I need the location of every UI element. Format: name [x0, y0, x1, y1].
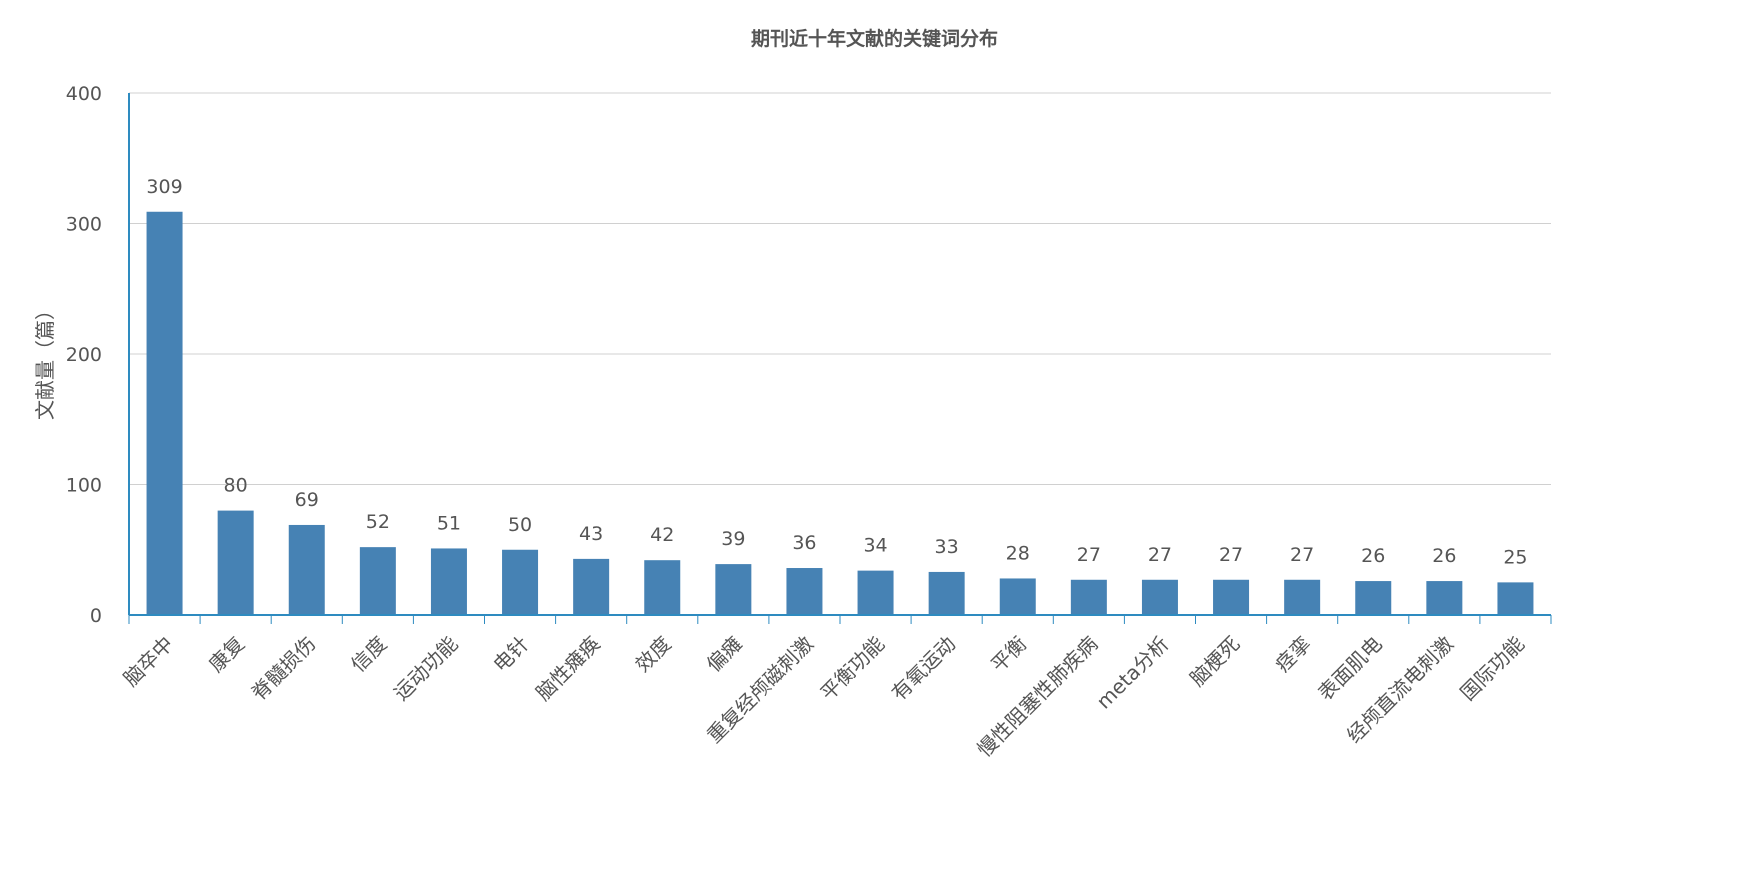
x-tick-label: 信度 [346, 632, 391, 677]
x-tick-label: 脑梗死 [1185, 632, 1244, 691]
x-tick-label: 国际功能 [1455, 632, 1529, 706]
bar [1355, 581, 1392, 615]
bars [146, 211, 1534, 615]
bar [430, 548, 467, 615]
data-label: 27 [1077, 544, 1101, 566]
data-label: 80 [224, 475, 248, 497]
data-label: 36 [792, 532, 816, 554]
bar [146, 211, 183, 615]
bar [573, 558, 610, 615]
x-tick-label: 平衡功能 [816, 632, 890, 706]
bar [999, 578, 1036, 615]
bar [786, 568, 823, 615]
x-tick-label: 偏瘫 [702, 632, 747, 677]
data-label: 27 [1148, 544, 1172, 566]
data-label: 33 [935, 536, 959, 558]
x-tick-label: 表面肌电 [1313, 632, 1387, 706]
x-tick-label: 效度 [631, 632, 676, 677]
bar [857, 570, 894, 615]
y-tick-label: 200 [66, 344, 102, 366]
data-label: 27 [1219, 544, 1243, 566]
bar [217, 510, 254, 615]
data-label: 51 [437, 512, 461, 534]
bar [288, 524, 325, 615]
bar [1284, 579, 1321, 615]
data-label: 34 [863, 535, 887, 557]
x-tick-label: 痉挛 [1270, 632, 1315, 677]
x-tick-label: 康复 [204, 632, 249, 677]
x-tick-label: 运动功能 [389, 632, 463, 706]
bar [1426, 581, 1463, 615]
x-tick-label: 电针 [488, 632, 533, 677]
y-axis-label: 文献量（篇） [33, 300, 57, 420]
data-label: 26 [1361, 545, 1385, 567]
chart-title: 期刊近十年文献的关键词分布 [750, 28, 998, 50]
bar [359, 547, 396, 615]
data-label: 43 [579, 523, 603, 545]
y-tick-label: 0 [90, 605, 102, 627]
bar [928, 571, 965, 615]
data-labels: 309 80 69 52 51 50 43 42 39 36 34 33 28 27 27 27 27 26 26 2… [146, 176, 1527, 569]
bar [715, 564, 752, 615]
data-label: 27 [1290, 544, 1314, 566]
bar [1141, 579, 1178, 615]
x-tick-label: 脑性瘫痪 [531, 632, 605, 706]
bar [1070, 579, 1107, 615]
bar [502, 549, 539, 615]
x-tick-label: 脑卒中 [119, 632, 178, 691]
data-label: 69 [295, 489, 319, 511]
x-tick-label: 平衡 [986, 632, 1031, 677]
x-tick-label: 有氧运动 [887, 632, 961, 706]
data-label: 39 [721, 528, 745, 550]
x-tick-label: meta分析 [1092, 632, 1174, 714]
data-label: 52 [366, 511, 390, 533]
data-label: 50 [508, 514, 532, 536]
data-label: 309 [146, 176, 182, 198]
y-tick-label: 100 [66, 475, 102, 497]
bar [1497, 582, 1534, 615]
data-label: 26 [1432, 545, 1456, 567]
data-label: 25 [1503, 546, 1527, 568]
data-label: 28 [1006, 542, 1030, 564]
bar [644, 560, 681, 615]
data-label: 42 [650, 524, 674, 546]
y-tick-label: 300 [66, 214, 102, 236]
x-tick-label: 慢性阻塞性肺疾病 [972, 632, 1102, 762]
x-tick-label: 脊髓损伤 [247, 632, 321, 706]
bar [1213, 579, 1250, 615]
grid-lines [129, 92, 1551, 485]
y-tick-label: 400 [66, 83, 102, 105]
